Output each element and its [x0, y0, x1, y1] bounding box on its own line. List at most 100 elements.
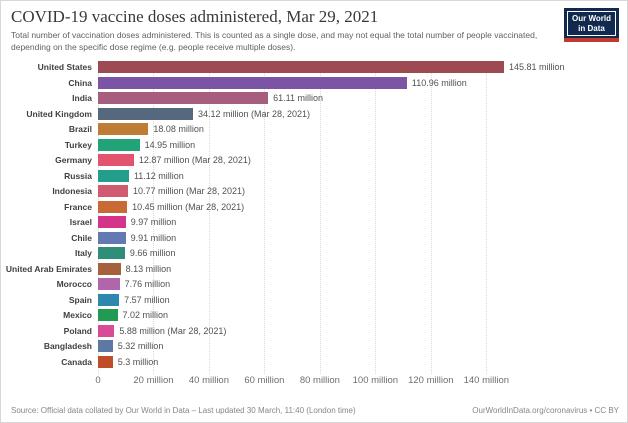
row-plot: 9.66 million — [98, 247, 627, 260]
country-label: Indonesia — [52, 186, 92, 197]
row-plot: 5.88 million (Mar 28, 2021) — [98, 324, 627, 337]
bar — [98, 247, 125, 260]
chart-title: COVID-19 vaccine doses administered, Mar… — [11, 7, 379, 26]
source-note: Source: Official data collated by Our Wo… — [11, 406, 356, 415]
country-label: Morocco — [56, 279, 92, 290]
gridline — [430, 61, 432, 375]
row-plot: 110.96 million — [98, 76, 627, 89]
bar — [98, 355, 113, 368]
row-plot: 34.12 million (Mar 28, 2021) — [98, 107, 627, 120]
row-plot: 5.3 million — [98, 355, 627, 368]
chart-row: United Arab Emirates 8.13 million — [1, 261, 627, 277]
bar-value-label: 9.91 million — [130, 232, 177, 243]
row-plot: 9.91 million — [98, 231, 627, 244]
country-label: United Arab Emirates — [5, 263, 92, 274]
row-plot: 12.87 million (Mar 28, 2021) — [98, 154, 627, 167]
owid-logo-stripe — [564, 38, 619, 42]
bar-value-label: 5.88 million (Mar 28, 2021) — [119, 325, 227, 336]
bar — [98, 169, 129, 182]
gridline — [264, 61, 266, 375]
bar — [98, 309, 118, 322]
country-label: India — [72, 93, 92, 104]
bar — [98, 76, 407, 89]
chart-row: Italy 9.66 million — [1, 245, 627, 261]
country-label: Italy — [74, 248, 92, 259]
bar-value-label: 9.97 million — [130, 217, 177, 228]
x-axis: 0 20 million 40 million 60 million 80 millio… — [95, 369, 625, 387]
row-plot: 7.76 million — [98, 278, 627, 291]
bar — [98, 138, 140, 151]
country-label: Russia — [64, 170, 92, 181]
row-plot: 18.08 million — [98, 123, 627, 136]
x-axis-tick: 20 million — [133, 375, 174, 387]
chart-row: United Kingdom 34.12 million (Mar 28, 202… — [1, 106, 627, 122]
owid-logo-text: Our World in Data — [567, 11, 616, 36]
row-plot: 5.32 million — [98, 340, 627, 353]
row-plot: 10.45 million (Mar 28, 2021) — [98, 200, 627, 213]
bar-value-label: 34.12 million (Mar 28, 2021) — [197, 108, 311, 119]
owid-logo: Our World in Data — [564, 8, 619, 42]
chart-row: Mexico 7.02 million — [1, 307, 627, 323]
country-label: China — [68, 77, 92, 88]
x-axis-tick: 80 million — [299, 375, 340, 387]
bar-value-label: 18.08 million — [153, 124, 204, 135]
bar — [98, 231, 126, 244]
bar-value-label: 12.87 million (Mar 28, 2021) — [138, 155, 251, 166]
bar-value-label: 8.13 million — [125, 263, 172, 274]
bar — [98, 154, 134, 167]
row-plot: 11.12 million — [98, 169, 627, 182]
chart-row: United States 145.81 million — [1, 59, 627, 75]
country-label: Mexico — [63, 310, 92, 321]
gridline — [319, 61, 321, 375]
country-label: Germany — [55, 155, 92, 166]
row-plot: 9.97 million — [98, 216, 627, 229]
row-plot: 14.95 million — [98, 138, 627, 151]
chart-row: Spain 7.57 million — [1, 292, 627, 308]
chart-row: Chile 9.91 million — [1, 230, 627, 246]
chart-row: Russia 11.12 million — [1, 168, 627, 184]
bar-value-label: 145.81 million — [508, 62, 565, 73]
row-plot: 8.13 million — [98, 262, 627, 275]
chart-row: Bangladesh 5.32 million — [1, 338, 627, 354]
chart-row: China 110.96 million — [1, 75, 627, 91]
chart-row: Canada 5.3 million — [1, 354, 627, 370]
bar-value-label: 5.32 million — [117, 341, 164, 352]
row-plot: 10.77 million (Mar 28, 2021) — [98, 185, 627, 198]
gridline — [375, 61, 377, 375]
country-label: Spain — [68, 294, 92, 305]
chart-row: Turkey 14.95 million — [1, 137, 627, 153]
chart-row: Poland 5.88 million (Mar 28, 2021) — [1, 323, 627, 339]
header-text: COVID-19 vaccine doses administered, Mar… — [11, 7, 563, 53]
x-axis-tick: 40 million — [188, 375, 230, 387]
bar-value-label: 9.66 million — [129, 248, 176, 259]
bar-value-label: 5.3 million — [117, 356, 159, 367]
row-plot: 7.02 million — [98, 309, 627, 322]
x-axis-tick: 60 million — [244, 375, 285, 387]
chart-row: Germany 12.87 million (Mar 28, 2021) — [1, 152, 627, 168]
chart-subtitle: Total number of vaccination doses admini… — [11, 30, 538, 52]
bar — [98, 185, 128, 198]
chart-row: France 10.45 million (Mar 28, 2021) — [1, 199, 627, 215]
row-plot: 61.11 million — [98, 92, 627, 105]
bar — [98, 200, 128, 213]
bar-value-label: 7.57 million — [124, 294, 170, 305]
country-label: Bangladesh — [43, 341, 92, 352]
owid-logo-line2: in Data — [578, 23, 605, 33]
attribution-link[interactable]: OurWorldInData.org/coronavirus • CC BY — [472, 406, 619, 415]
country-label: United States — [37, 62, 92, 73]
chart-row: Indonesia 10.77 million (Mar 28, 2021) — [1, 183, 627, 199]
bar — [98, 123, 149, 136]
bar-value-label: 7.76 million — [124, 279, 171, 290]
bar — [98, 340, 113, 353]
bar — [98, 293, 120, 306]
bar-value-label: 14.95 million — [144, 139, 196, 150]
country-label: Poland — [63, 325, 92, 336]
bar — [98, 278, 120, 291]
bar-value-label: 10.77 million (Mar 28, 2021) — [132, 186, 246, 197]
gridline — [153, 61, 155, 375]
country-label: Turkey — [64, 139, 92, 150]
chart-row: Brazil 18.08 million — [1, 121, 627, 137]
bar — [98, 61, 504, 74]
bar-value-label: 7.02 million — [122, 310, 169, 321]
bar — [98, 262, 121, 275]
